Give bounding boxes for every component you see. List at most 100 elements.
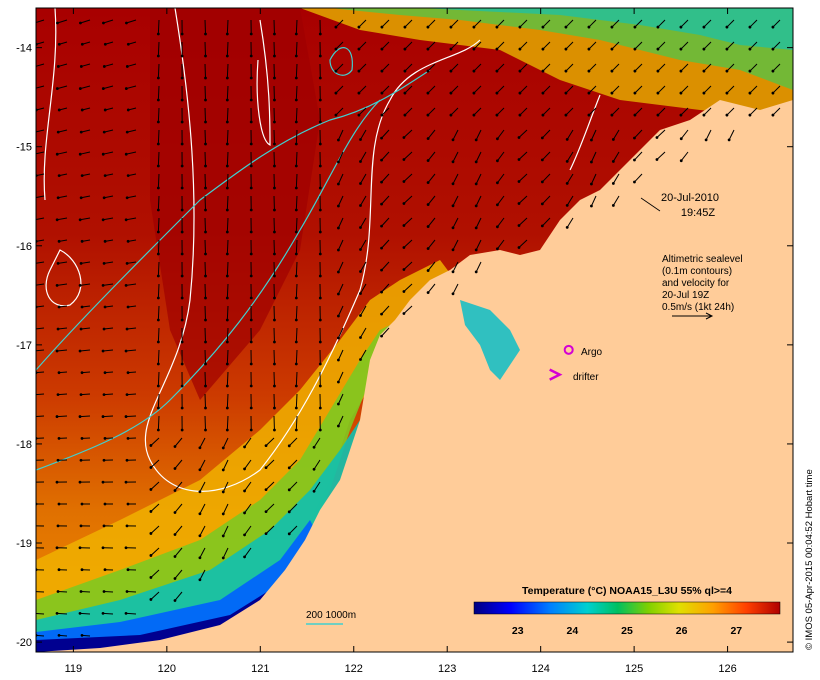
velocity-arrow <box>265 503 275 512</box>
velocity-arrow-head <box>149 488 153 491</box>
velocity-arrow-head <box>126 239 130 243</box>
velocity-arrow-head <box>55 611 59 615</box>
velocity-arrow <box>381 129 390 139</box>
velocity-arrow <box>427 173 436 183</box>
velocity-arrow-head <box>587 47 591 51</box>
velocity-arrow <box>634 63 643 72</box>
velocity-arrow-head <box>312 467 316 471</box>
velocity-arrow-head <box>402 180 406 183</box>
velocity-arrow <box>634 107 643 116</box>
velocity-arrow <box>565 19 574 28</box>
velocity-arrow <box>566 151 574 162</box>
velocity-arrow-head <box>611 182 615 185</box>
velocity-arrow-head <box>102 196 106 200</box>
x-axis: 119 120 121 122 123 124 125 126 <box>65 8 737 675</box>
velocity-arrow-head <box>243 511 246 515</box>
velocity-arrow-head <box>449 69 453 73</box>
velocity-arrow-head <box>225 32 229 36</box>
velocity-arrow-head <box>103 305 107 309</box>
velocity-arrow <box>104 261 114 264</box>
velocity-arrow <box>360 173 367 184</box>
velocity-arrow-head <box>103 502 107 506</box>
velocity-arrow-head <box>198 578 202 582</box>
velocity-arrow-head <box>101 415 105 418</box>
velocity-arrow <box>496 85 505 94</box>
velocity-arrow-head <box>564 91 568 95</box>
velocity-arrow-head <box>225 296 229 300</box>
velocity-arrow-head <box>587 25 591 29</box>
velocity-arrow-head <box>56 590 60 593</box>
velocity-arrow-head <box>264 510 268 513</box>
velocity-arrow-head <box>56 327 60 331</box>
velocity-arrow-head <box>337 292 340 296</box>
velocity-arrow-head <box>287 510 291 514</box>
velocity-arrow <box>226 349 229 365</box>
velocity-arrow-head <box>124 611 128 615</box>
velocity-arrow-head <box>204 296 207 300</box>
velocity-arrow-head <box>496 225 499 229</box>
velocity-arrow-head <box>78 349 82 353</box>
velocity-arrow <box>36 283 45 286</box>
velocity-arrow-head <box>318 406 322 410</box>
velocity-arrow-head <box>287 532 291 536</box>
velocity-arrow-head <box>287 488 291 492</box>
velocity-arrow <box>749 41 758 50</box>
velocity-arrow-head <box>126 436 130 440</box>
velocity-arrow <box>199 459 206 470</box>
velocity-arrow-head <box>204 76 207 80</box>
velocity-arrow-head <box>156 252 160 256</box>
velocity-arrow-head <box>273 230 276 234</box>
velocity-arrow-head <box>337 204 340 208</box>
velocity-arrow-head <box>359 314 362 317</box>
velocity-arrow <box>404 19 413 28</box>
velocity-arrow-head <box>180 54 184 58</box>
velocity-arrow <box>427 239 436 249</box>
velocity-arrow-head <box>264 488 268 491</box>
velocity-arrow-head <box>221 468 225 472</box>
velocity-arrow-head <box>204 164 207 168</box>
velocity-arrow-head <box>102 458 106 462</box>
velocity-arrow-head <box>204 208 207 212</box>
velocity-arrow-head <box>540 180 544 184</box>
velocity-arrow <box>127 195 137 199</box>
velocity-arrow <box>288 459 298 469</box>
velocity-arrow <box>150 525 160 534</box>
velocity-arrow-head <box>180 120 184 124</box>
velocity-arrow <box>657 19 666 28</box>
velocity-arrow <box>127 327 137 330</box>
velocity-arrow <box>381 305 390 315</box>
velocity-arrow-head <box>318 120 322 124</box>
velocity-arrow <box>80 393 91 396</box>
velocity-arrow-head <box>156 274 160 278</box>
velocity-arrow <box>204 151 207 167</box>
velocity-arrow <box>58 261 68 264</box>
velocity-arrow-head <box>359 226 362 229</box>
velocity-arrow <box>475 217 482 229</box>
velocity-arrow-head <box>294 340 298 344</box>
velocity-arrow-head <box>79 393 83 397</box>
velocity-arrow <box>657 63 666 72</box>
velocity-arrow <box>204 239 207 255</box>
velocity-arrow <box>427 41 436 50</box>
velocity-arrow-head <box>472 47 476 51</box>
velocity-arrow <box>360 151 367 162</box>
velocity-arrow <box>57 283 68 286</box>
velocity-arrow-head <box>449 91 453 95</box>
velocity-arrow-head <box>517 136 521 139</box>
velocity-arrow-head <box>57 502 61 506</box>
velocity-arrow <box>749 19 758 28</box>
velocity-arrow <box>427 63 436 72</box>
velocity-arrow <box>103 151 114 155</box>
velocity-arrow-head <box>126 108 130 112</box>
velocity-arrow-head <box>125 393 129 397</box>
velocity-arrow <box>174 437 183 447</box>
velocity-arrow <box>450 41 459 50</box>
velocity-arrow <box>157 217 160 233</box>
velocity-arrow-head <box>294 318 298 322</box>
velocity-arrow <box>542 19 551 28</box>
x-tick-label: 123 <box>438 663 456 675</box>
velocity-arrow <box>226 217 229 233</box>
velocity-arrow-head <box>101 611 105 615</box>
velocity-arrow <box>204 107 207 123</box>
credit-text: © IMOS 05-Apr-2015 00:04:52 Hobart time <box>804 469 815 650</box>
